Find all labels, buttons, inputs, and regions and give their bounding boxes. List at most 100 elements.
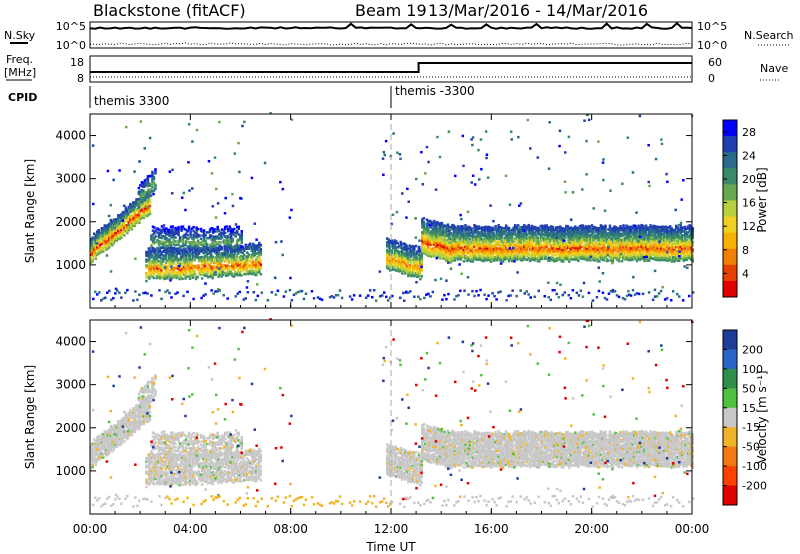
power-cell	[93, 238, 96, 241]
power-cell	[525, 243, 529, 246]
power-cell	[123, 226, 126, 229]
power-cell	[572, 226, 576, 230]
power-cell	[99, 249, 102, 252]
power-cell	[176, 273, 180, 276]
power-cell	[626, 225, 630, 229]
power-cell	[414, 273, 418, 277]
power-cell	[436, 238, 439, 241]
nave-label: Nave	[760, 62, 788, 75]
power-cell	[516, 247, 520, 250]
power-cell	[117, 221, 120, 225]
power-cell	[230, 272, 234, 275]
power-cell	[456, 234, 460, 238]
power-cell	[229, 230, 233, 233]
power-cell	[147, 204, 150, 207]
power-cell	[97, 240, 101, 244]
power-cell	[577, 253, 580, 257]
power-cell	[506, 245, 509, 249]
power-cell	[548, 249, 552, 253]
power-cell	[218, 259, 222, 263]
power-cell	[470, 240, 473, 244]
power-cell	[437, 224, 441, 227]
power-cell	[583, 246, 586, 249]
power-cell	[474, 229, 478, 232]
power-cell	[492, 245, 496, 249]
power-cell	[494, 236, 497, 240]
power-cell	[501, 233, 505, 236]
power-cell	[249, 265, 252, 269]
power-cell	[206, 256, 210, 260]
power-cell	[545, 251, 549, 254]
power-cell	[580, 241, 583, 245]
power-cell	[109, 238, 113, 241]
power-cell	[646, 251, 649, 255]
power-cell	[462, 252, 466, 255]
power-cell	[631, 256, 634, 259]
power-cell	[256, 244, 260, 247]
power-cell	[458, 231, 461, 235]
power-cell	[628, 247, 631, 250]
power-cell	[461, 228, 464, 232]
power-cell	[683, 258, 687, 262]
power-cell	[614, 229, 618, 233]
power-cell	[414, 262, 418, 265]
power-cell	[253, 263, 257, 267]
power-cell	[94, 236, 98, 239]
power-cell	[590, 228, 594, 231]
power-cell	[205, 270, 208, 273]
power-cell	[187, 241, 191, 244]
power-cell	[647, 257, 651, 260]
power-cell	[130, 208, 134, 212]
power-cell	[545, 257, 549, 260]
power-cell	[586, 233, 589, 237]
power-cell	[544, 228, 547, 231]
power-cell	[145, 214, 149, 218]
power-cell	[545, 226, 549, 229]
noise-tick-left-low: 10^0	[56, 39, 86, 52]
power-cell	[509, 249, 512, 253]
power-cell	[245, 286, 249, 289]
power-cell	[402, 254, 406, 257]
power-cell	[94, 242, 98, 245]
power-cell	[667, 255, 670, 258]
power-cell	[602, 225, 606, 229]
power-cell	[685, 241, 688, 244]
power-cell	[674, 238, 678, 241]
power-cell	[671, 251, 675, 255]
power-cell	[677, 245, 681, 249]
power-cell	[158, 255, 162, 259]
power-cell	[250, 245, 254, 249]
power-cell	[233, 252, 237, 256]
power-cell	[679, 231, 682, 235]
power-cell	[249, 256, 252, 259]
power-cell	[592, 227, 595, 231]
power-cell	[584, 256, 588, 259]
power-cell	[480, 232, 484, 235]
power-cell	[126, 229, 129, 233]
power-cell	[459, 242, 463, 246]
power-cell	[646, 259, 649, 262]
power-cell	[583, 257, 586, 261]
power-cell	[501, 240, 505, 244]
power-cell	[592, 237, 595, 240]
power-cell	[173, 255, 177, 258]
power-cell	[513, 231, 517, 235]
power-cell	[534, 238, 538, 241]
power-cell	[689, 237, 693, 240]
power-cell	[620, 256, 624, 259]
power-cell	[250, 272, 254, 276]
power-cell	[405, 269, 409, 273]
power-cell	[512, 230, 515, 234]
power-cell	[233, 256, 237, 260]
power-cell	[258, 253, 261, 256]
power-cell	[527, 241, 530, 244]
power-cell	[132, 208, 135, 212]
power-cell	[622, 247, 625, 250]
power-cell	[173, 274, 177, 278]
power-cell	[414, 260, 418, 263]
power-cell	[169, 272, 172, 276]
power-cell	[135, 198, 138, 201]
power-cell	[203, 268, 207, 272]
power-cell	[619, 256, 622, 259]
power-cell	[462, 232, 466, 236]
